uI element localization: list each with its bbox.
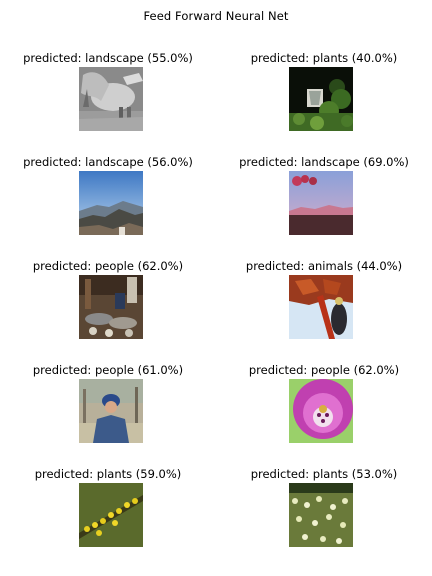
panel-1: predicted: landscape (55.0%) [0, 51, 216, 155]
panel-label: predicted: people (61.0%) [32, 363, 184, 377]
panel-label: predicted: people (62.0%) [32, 259, 184, 273]
panel-label: predicted: landscape (69.0%) [239, 155, 409, 169]
panel-label: predicted: landscape (56.0%) [23, 155, 193, 169]
thumbnail-purple-flower [289, 379, 353, 443]
panel-8: predicted: people (62.0%) [216, 363, 432, 467]
thumbnail-mountain-ridge [79, 171, 143, 235]
panel-4: predicted: landscape (69.0%) [216, 155, 432, 259]
panel-label: predicted: plants (40.0%) [250, 51, 398, 65]
panel-label: predicted: animals (44.0%) [245, 259, 403, 273]
thumbnail-man-denim [79, 379, 143, 443]
thumbnail-market-interior [79, 275, 143, 339]
thumbnail-dark-forest [289, 67, 353, 131]
panel-7: predicted: people (61.0%) [0, 363, 216, 467]
panel-label: predicted: landscape (55.0%) [23, 51, 193, 65]
panel-9: predicted: plants (59.0%) [0, 467, 216, 571]
thumbnail-dusky-mountains [289, 171, 353, 235]
thumbnail-white-flower-field [289, 483, 353, 547]
thumbnail-yellow-flowers [79, 483, 143, 547]
thumbnail-grayscale-animal [79, 67, 143, 131]
panel-6: predicted: animals (44.0%) [216, 259, 432, 363]
panel-2: predicted: plants (40.0%) [216, 51, 432, 155]
figure-title: Feed Forward Neural Net [143, 9, 289, 23]
panel-label: predicted: plants (59.0%) [34, 467, 182, 481]
panel-label: predicted: people (62.0%) [248, 363, 400, 377]
panel-10: predicted: plants (53.0%) [216, 467, 432, 571]
panel-label: predicted: plants (53.0%) [250, 467, 398, 481]
panel-3: predicted: landscape (56.0%) [0, 155, 216, 259]
thumbnail-red-leaves [289, 275, 353, 339]
panel-5: predicted: people (62.0%) [0, 259, 216, 363]
